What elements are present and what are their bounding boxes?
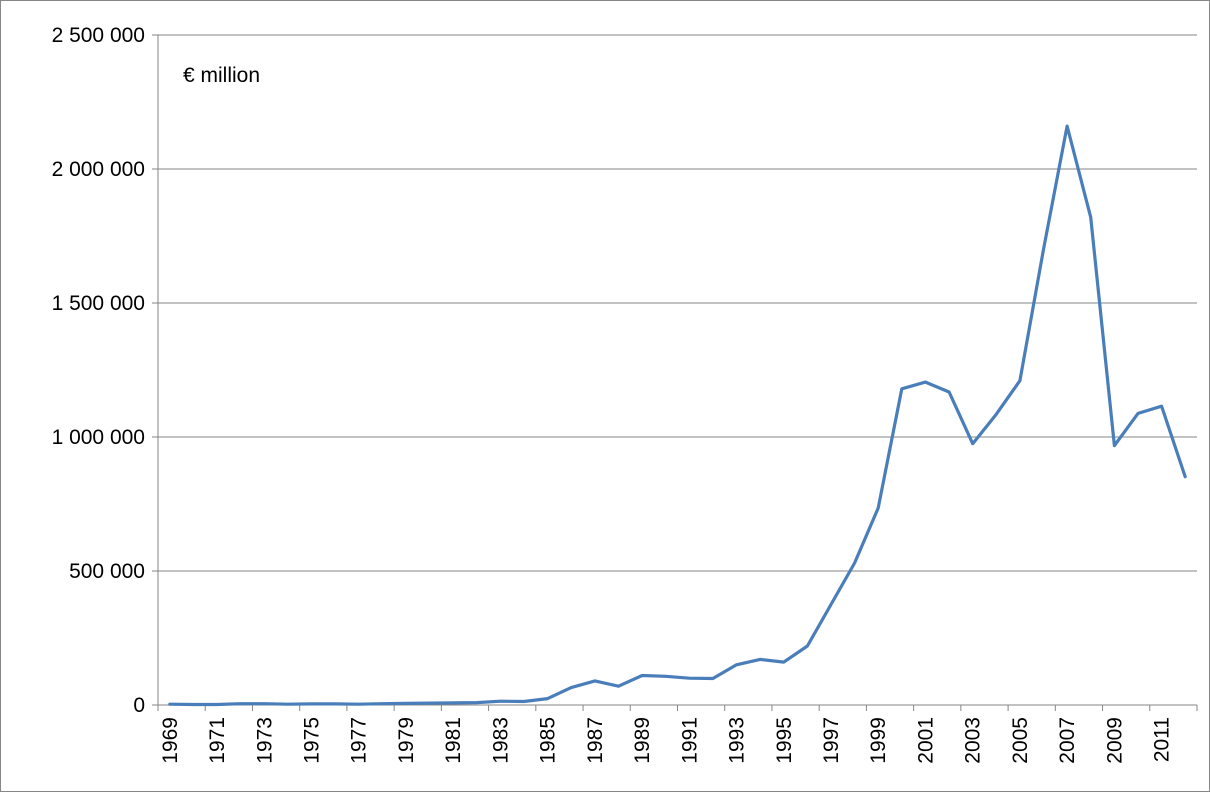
- x-tick-label: 1969: [159, 717, 182, 764]
- x-tick-label: 1985: [537, 717, 560, 764]
- gridlines: [158, 34, 1197, 572]
- x-axis: [157, 35, 1197, 706]
- x-tick-label: 1991: [678, 717, 701, 764]
- x-tick-label: 1979: [395, 717, 418, 764]
- x-tick-label: 2009: [1103, 717, 1126, 764]
- x-tick-label: 1973: [253, 717, 276, 764]
- x-tick-label: 2005: [1009, 717, 1032, 764]
- x-tick-label: 1997: [820, 717, 843, 764]
- unit-label: € million: [183, 64, 260, 87]
- x-tick-label: 1989: [631, 717, 654, 764]
- x-tick-label: 1987: [584, 717, 607, 764]
- y-tick-label: 1 500 000: [52, 292, 145, 315]
- x-tick-label: 2003: [962, 717, 985, 764]
- x-tick-label: 1975: [300, 717, 323, 764]
- x-tick-label: 1981: [442, 717, 465, 764]
- x-tick-label: 1983: [489, 717, 512, 764]
- x-tick-label: 1995: [773, 717, 796, 764]
- y-tick-label: 2 500 000: [52, 24, 145, 47]
- y-tick-label: 500 000: [69, 560, 145, 583]
- x-tick-label: 1999: [867, 717, 890, 764]
- x-tick-label: 2007: [1056, 717, 1079, 764]
- x-tick-label: 2011: [1151, 717, 1174, 762]
- x-tick-label: 1993: [726, 717, 749, 764]
- x-tick-label: 1977: [348, 717, 371, 764]
- x-tick-label: 2001: [914, 717, 937, 764]
- y-axis-ticks: 0 500 000 1 000 000 1 500 000 2 000 000 2 500…: [52, 24, 158, 717]
- y-tick-label: 1 000 000: [52, 426, 145, 449]
- y-tick-label: 2 000 000: [52, 158, 145, 181]
- y-tick-label: 0: [133, 694, 145, 717]
- x-axis-ticks: 1969 1971 1973 1975 1977 1979 1981 1983 1985 1987…: [157, 705, 1198, 764]
- series-line: [168, 124, 1187, 707]
- x-tick-label: 1971: [206, 717, 229, 764]
